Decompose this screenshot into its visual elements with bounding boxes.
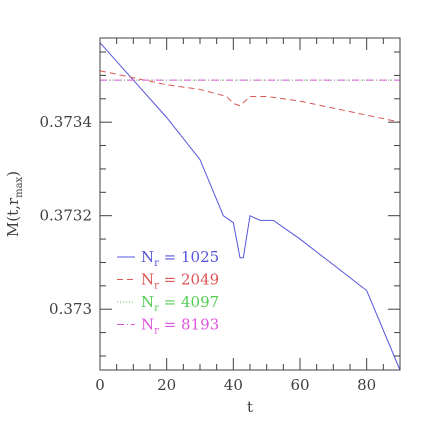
- y-tick-label: 0.3734: [40, 113, 93, 131]
- legend-name-sub: r: [154, 281, 159, 292]
- x-tick-label: 80: [357, 376, 376, 394]
- legend-name-sub: r: [154, 303, 159, 314]
- series-layer: [99, 42, 401, 371]
- legend-name: N: [141, 248, 154, 266]
- legend-label-2: Nr = 2049: [141, 271, 219, 292]
- legend-label-3: Nr = 4097: [141, 293, 219, 314]
- y-axis-title-close: ): [4, 171, 22, 177]
- legend-value: = 1025: [159, 248, 219, 266]
- y-axis-title-main: M(t,r: [4, 197, 22, 237]
- ticks-layer: 0 20 40 60 80 0.373 0.3732 0.3734: [40, 38, 401, 394]
- series-line-1: [99, 42, 401, 371]
- legend-value: = 4097: [159, 293, 219, 311]
- legend-value: = 8193: [159, 316, 219, 334]
- x-axis-title: t: [247, 398, 253, 416]
- legend-value: = 2049: [159, 271, 219, 289]
- y-axis-title: M(t,rmax): [4, 171, 25, 237]
- x-tick-label: 20: [157, 376, 176, 394]
- legend-name-sub: r: [154, 258, 159, 269]
- legend-label-1: Nr = 1025: [141, 248, 219, 269]
- legend-name: N: [141, 271, 154, 289]
- y-axis-title-sub: max: [14, 176, 25, 197]
- series-line-2: [99, 70, 401, 123]
- legend-label-4: Nr = 8193: [141, 316, 219, 337]
- legend-name-sub: r: [154, 326, 159, 337]
- x-tick-label: 40: [224, 376, 243, 394]
- legend-name: N: [141, 293, 154, 311]
- x-tick-label: 60: [290, 376, 309, 394]
- x-tick-label: 0: [95, 376, 105, 394]
- y-tick-label: 0.373: [49, 300, 92, 318]
- legend-name: N: [141, 316, 154, 334]
- y-tick-label: 0.3732: [40, 207, 93, 225]
